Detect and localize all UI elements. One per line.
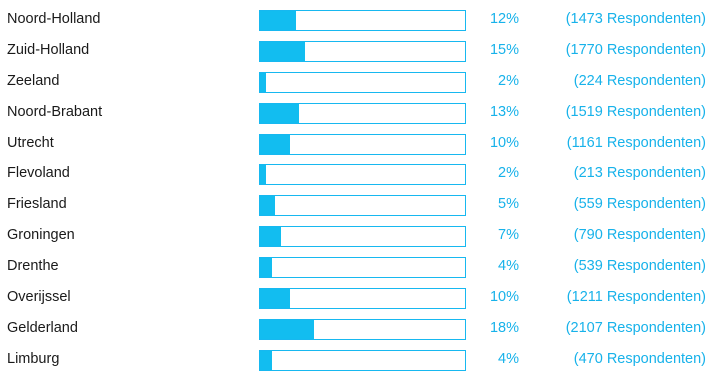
progress-bar [259, 318, 466, 340]
respondent-count: (790 Respondenten) [573, 227, 706, 244]
province-results-list: Noord-Holland 12% (1473 Respondenten) Zu… [0, 4, 709, 375]
progress-bar [259, 10, 466, 31]
province-name: Friesland [7, 196, 67, 213]
province-name: Overijssel [7, 289, 71, 306]
percentage-label: 15% [489, 41, 519, 58]
respondent-count: (539 Respondenten) [573, 258, 706, 275]
province-name: Zuid-Holland [7, 41, 90, 58]
respondent-count: (224 Respondenten) [573, 72, 706, 89]
progress-bar [259, 288, 466, 310]
respondent-count: (470 Respondenten) [573, 350, 706, 367]
respondent-count: (1161 Respondenten) [566, 134, 706, 151]
progress-fill [260, 350, 272, 370]
percentage-label: 7% [498, 227, 519, 244]
respondent-count: (1211 Respondenten) [566, 289, 706, 306]
province-row-noord-brabant: Noord-Brabant 13% (1519 Respondenten) [0, 97, 709, 128]
progress-fill [260, 11, 296, 30]
respondent-count: (1770 Respondenten) [565, 41, 706, 58]
province-row-noord-holland: Noord-Holland 12% (1473 Respondenten) [0, 4, 709, 35]
respondent-count: (2107 Respondenten) [565, 319, 706, 336]
province-row-friesland: Friesland 5% (559 Respondenten) [0, 189, 709, 220]
progress-fill [260, 41, 305, 61]
respondent-count: (213 Respondenten) [573, 165, 706, 182]
province-row-zeeland: Zeeland 2% (224 Respondenten) [0, 66, 709, 97]
province-name: Flevoland [7, 165, 70, 182]
progress-fill [260, 103, 299, 123]
progress-bar [259, 164, 466, 186]
percentage-label: 2% [498, 72, 519, 89]
province-name: Zeeland [7, 72, 60, 89]
progress-fill [260, 134, 290, 154]
province-row-overijssel: Overijssel 10% (1211 Respondenten) [0, 282, 709, 313]
progress-fill [260, 258, 272, 278]
respondent-count: (559 Respondenten) [573, 196, 706, 213]
progress-bar [259, 102, 466, 124]
progress-fill [260, 319, 314, 339]
percentage-label: 10% [489, 134, 519, 151]
respondent-count: (1473 Respondenten) [565, 11, 706, 27]
province-name: Utrecht [7, 134, 54, 151]
progress-bar [259, 71, 466, 93]
province-row-gelderland: Gelderland 18% (2107 Respondenten) [0, 313, 709, 344]
province-name: Gelderland [7, 319, 78, 336]
province-name: Noord-Holland [7, 11, 101, 27]
percentage-label: 2% [498, 165, 519, 182]
percentage-label: 4% [498, 350, 519, 367]
progress-bar [259, 226, 466, 248]
province-name: Drenthe [7, 258, 59, 275]
progress-bar [259, 40, 466, 62]
province-row-limburg: Limburg 4% (470 Respondenten) [0, 344, 709, 375]
province-row-drenthe: Drenthe 4% (539 Respondenten) [0, 251, 709, 282]
progress-bar [259, 349, 466, 371]
province-row-utrecht: Utrecht 10% (1161 Respondenten) [0, 128, 709, 159]
province-name: Noord-Brabant [7, 103, 103, 120]
progress-fill [260, 227, 281, 247]
progress-bar [259, 195, 466, 217]
percentage-label: 10% [489, 289, 519, 306]
respondent-count: (1519 Respondenten) [565, 103, 706, 120]
progress-fill [260, 196, 275, 216]
percentage-label: 12% [489, 11, 519, 27]
progress-fill [260, 165, 266, 185]
progress-bar [259, 133, 466, 155]
province-row-groningen: Groningen 7% (790 Respondenten) [0, 220, 709, 251]
province-row-zuid-holland: Zuid-Holland 15% (1770 Respondenten) [0, 35, 709, 66]
percentage-label: 13% [489, 103, 519, 120]
progress-fill [260, 289, 290, 309]
percentage-label: 18% [489, 319, 519, 336]
progress-bar [259, 257, 466, 279]
province-name: Limburg [7, 350, 60, 367]
percentage-label: 5% [498, 196, 519, 213]
province-name: Groningen [7, 227, 75, 244]
percentage-label: 4% [498, 258, 519, 275]
progress-fill [260, 72, 266, 92]
province-row-flevoland: Flevoland 2% (213 Respondenten) [0, 158, 709, 189]
